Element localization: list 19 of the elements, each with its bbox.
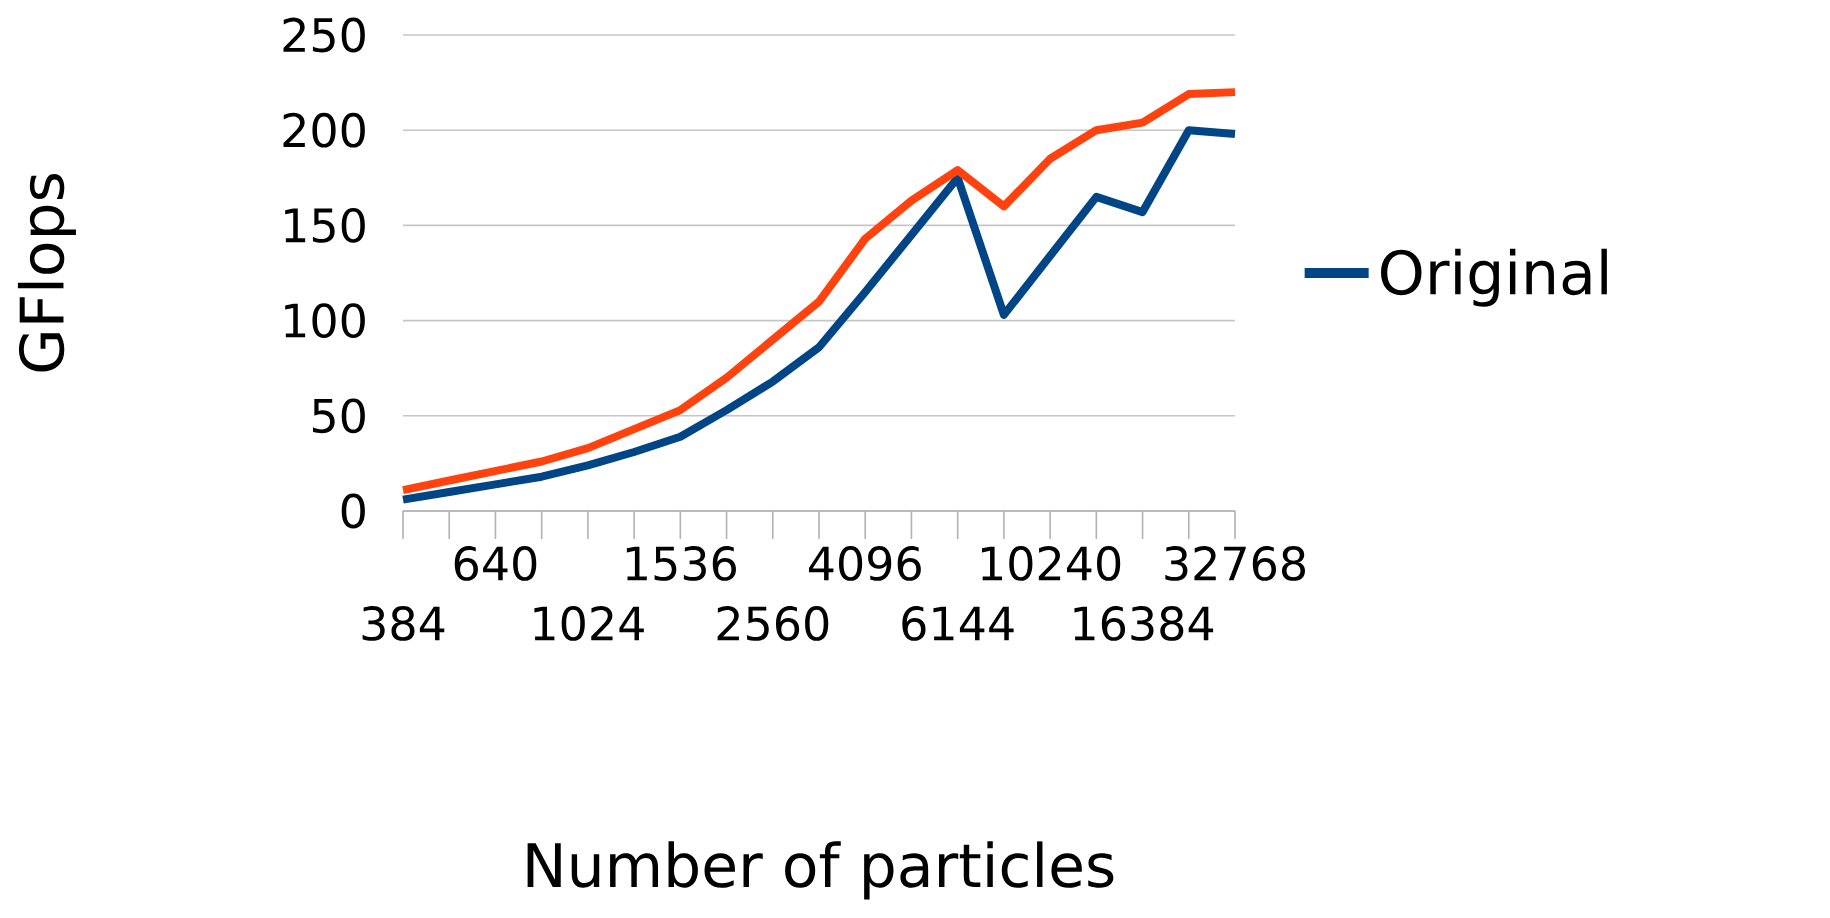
y-axis-title: GFlops xyxy=(17,174,76,372)
x-tick-label: 32768 xyxy=(1165,546,1305,581)
y-tick-label: 150 xyxy=(285,207,365,243)
x-tick-label: 16384 xyxy=(1074,606,1214,641)
x-tick-label: 6144 xyxy=(902,606,1014,641)
x-tick-label: 1024 xyxy=(534,606,644,641)
y-tick-label: 50 xyxy=(312,398,365,434)
x-tick-label: 384 xyxy=(362,606,445,641)
y-tick-label: 250 xyxy=(283,17,365,53)
x-axis-title: Number of particles xyxy=(527,841,1114,900)
y-tick-label: 100 xyxy=(285,303,365,339)
x-tick-label: 2560 xyxy=(717,606,829,641)
x-tick-label: 640 xyxy=(454,546,537,581)
x-tick-label: 4096 xyxy=(808,546,921,581)
y-tick-label: 200 xyxy=(283,112,365,148)
y-tick-label: 0 xyxy=(341,493,365,529)
legend-label: Original xyxy=(1381,248,1607,307)
x-tick-label: 1536 xyxy=(626,546,736,581)
x-tick-label: 10240 xyxy=(982,546,1121,581)
